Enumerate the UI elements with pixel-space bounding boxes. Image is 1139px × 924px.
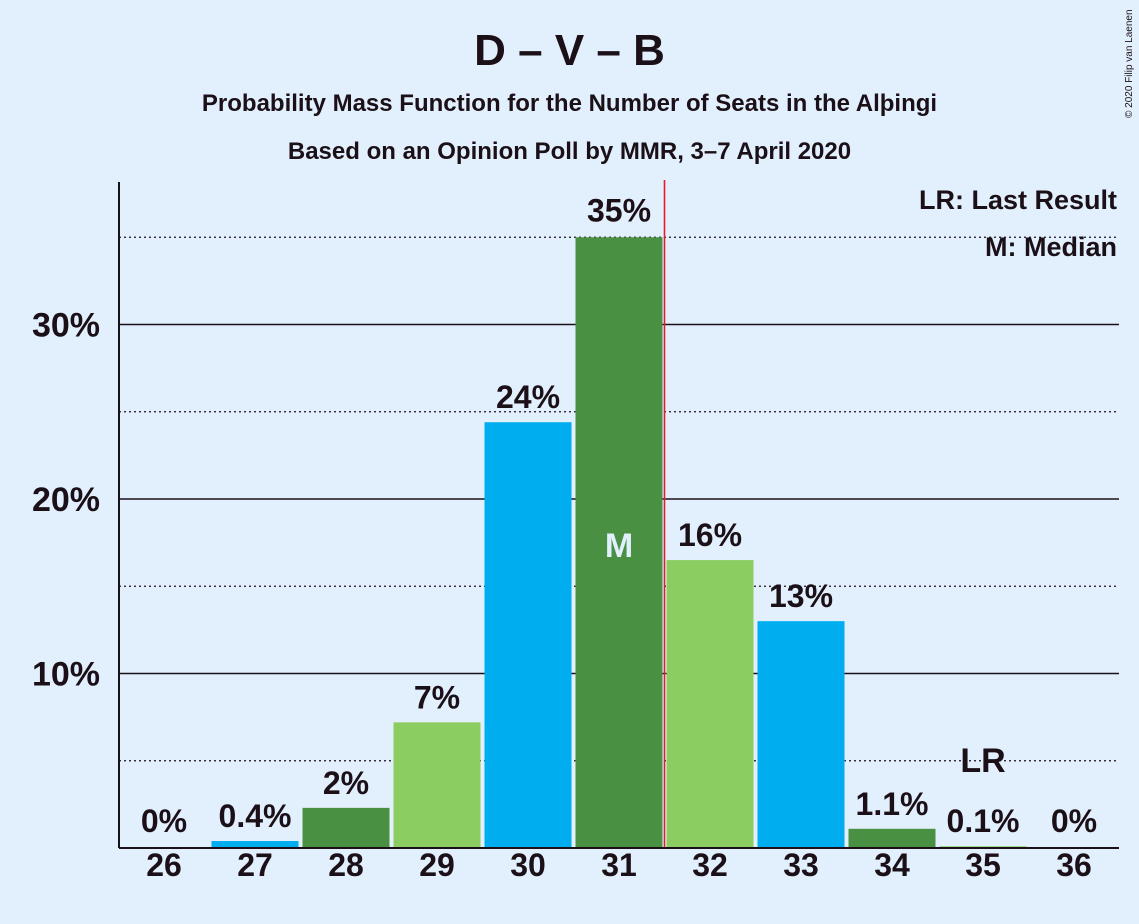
legend-item: M: Median xyxy=(985,232,1117,262)
bar xyxy=(393,722,481,848)
value-label: 35% xyxy=(587,192,651,228)
value-label: 0% xyxy=(1051,803,1097,839)
value-label: 24% xyxy=(496,379,560,415)
value-label: 2% xyxy=(323,765,369,801)
value-label: 7% xyxy=(414,679,460,715)
y-tick-label: 30% xyxy=(32,307,100,345)
bar xyxy=(666,560,754,848)
bar xyxy=(484,422,572,848)
value-label: 13% xyxy=(769,578,833,614)
median-marker: M xyxy=(605,527,633,565)
x-tick-label: 33 xyxy=(783,847,819,883)
x-tick-label: 30 xyxy=(510,847,546,883)
x-tick-label: 36 xyxy=(1056,847,1092,883)
x-tick-label: 34 xyxy=(874,847,910,883)
y-tick-label: 20% xyxy=(32,481,100,519)
x-tick-label: 29 xyxy=(419,847,455,883)
value-label: 0.4% xyxy=(219,798,292,834)
bar xyxy=(575,237,663,848)
value-label: 16% xyxy=(678,517,742,553)
last-result-marker: LR xyxy=(960,742,1005,780)
y-tick-label: 10% xyxy=(32,656,100,694)
bar xyxy=(302,807,390,848)
x-tick-label: 32 xyxy=(692,847,728,883)
bar xyxy=(211,841,299,848)
x-tick-label: 26 xyxy=(146,847,182,883)
x-tick-label: 35 xyxy=(965,847,1001,883)
legend-item: LR: Last Result xyxy=(919,185,1117,215)
bar xyxy=(848,828,936,848)
value-label: 1.1% xyxy=(856,786,929,822)
value-label: 0.1% xyxy=(947,803,1020,839)
value-label: 0% xyxy=(141,803,187,839)
chart-subtitle-2: Based on an Opinion Poll by MMR, 3–7 Apr… xyxy=(287,138,852,165)
x-tick-label: 28 xyxy=(328,847,364,883)
chart-title: D – V – B xyxy=(474,26,665,75)
x-tick-label: 31 xyxy=(601,847,637,883)
bar xyxy=(757,621,845,848)
chart-subtitle-1: Probability Mass Function for the Number… xyxy=(201,90,938,117)
x-tick-label: 27 xyxy=(237,847,273,883)
